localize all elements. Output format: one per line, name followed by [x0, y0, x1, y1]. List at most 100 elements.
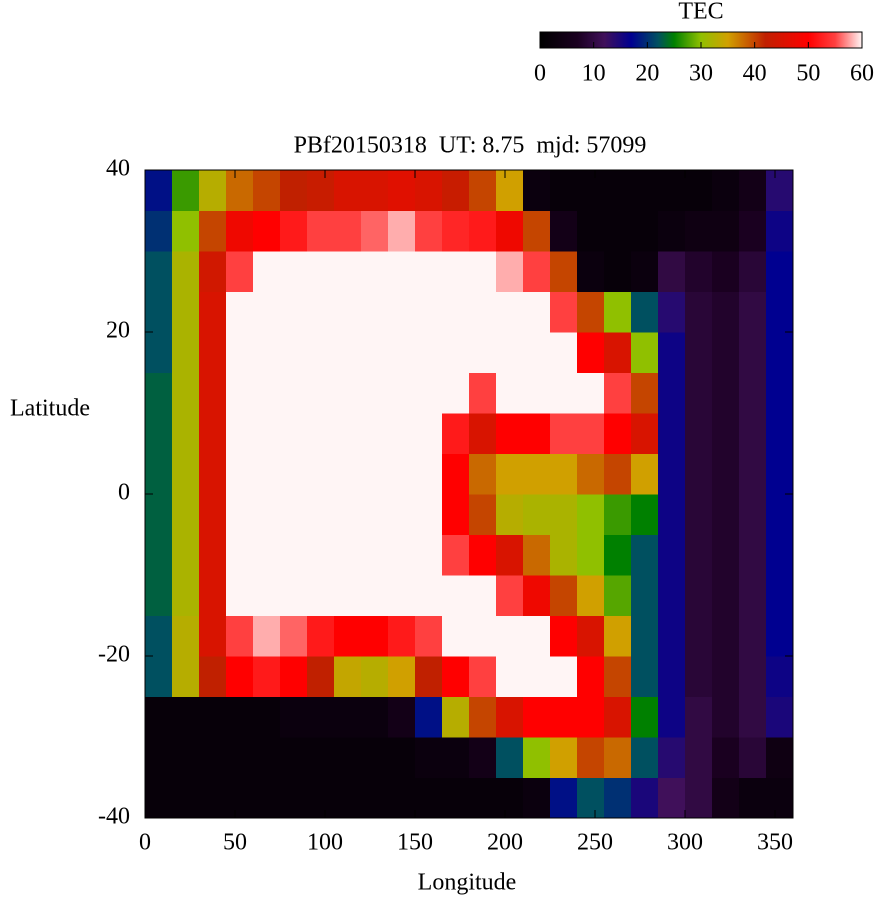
heatmap-cell [280, 413, 308, 454]
heatmap-cell [766, 696, 794, 738]
heatmap-cell [604, 696, 632, 738]
heatmap-cell [361, 696, 389, 738]
heatmap-cell [415, 453, 443, 495]
heatmap-cell [226, 413, 254, 454]
heatmap-cell [766, 291, 794, 333]
heatmap-cell [658, 210, 686, 252]
heatmap-cell [415, 615, 443, 657]
heatmap-cell [550, 251, 578, 292]
heatmap-cell [766, 494, 794, 535]
heatmap-cell [253, 737, 281, 778]
heatmap-cell [658, 696, 686, 738]
heatmap-cell [415, 534, 443, 576]
heatmap-cell [685, 777, 713, 819]
heatmap-cell [604, 251, 632, 292]
heatmap-cell [631, 210, 659, 252]
colorbar-tick-label: 30 [689, 61, 713, 87]
heatmap-cell [604, 656, 632, 697]
heatmap-cell [307, 413, 335, 454]
heatmap-cell [577, 737, 605, 778]
heatmap-cell [631, 453, 659, 495]
heatmap-cell [523, 494, 551, 535]
heatmap-cell [388, 251, 416, 292]
heatmap-cell [442, 656, 470, 697]
heatmap-cell [253, 251, 281, 292]
heatmap-cell [496, 696, 524, 738]
heatmap-cell [469, 291, 497, 333]
heatmap-cell [253, 413, 281, 454]
heatmap-cell [577, 777, 605, 819]
heatmap-cell [199, 696, 227, 738]
heatmap-cell [685, 615, 713, 657]
heatmap-cell [658, 251, 686, 292]
heatmap-cell [172, 575, 200, 616]
heatmap-cell [739, 534, 767, 576]
colorbar-tick-label: 40 [743, 61, 767, 87]
heatmap-cell [226, 453, 254, 495]
heatmap-cell [604, 534, 632, 576]
chart-title: PBf20150318 UT: 8.75 mjd: 57099 [294, 133, 647, 159]
heatmap-cell [415, 696, 443, 738]
heatmap-cell [172, 494, 200, 535]
heatmap-cell [388, 575, 416, 616]
heatmap-cell [766, 413, 794, 454]
heatmap-cell [145, 170, 173, 211]
heatmap-cell [442, 453, 470, 495]
heatmap-cell [658, 453, 686, 495]
heatmap-cell [766, 656, 794, 697]
heatmap-cell [469, 777, 497, 819]
heatmap-cell [523, 696, 551, 738]
heatmap-cell [334, 494, 362, 535]
heatmap-cell [145, 251, 173, 292]
heatmap-cell [253, 777, 281, 819]
heatmap-cell [145, 291, 173, 333]
heatmap-cell [442, 170, 470, 211]
heatmap-cell [334, 737, 362, 778]
heatmap-cell [388, 696, 416, 738]
heatmap-cell [280, 210, 308, 252]
heatmap-cell [307, 210, 335, 252]
heatmap-cell [145, 372, 173, 414]
heatmap-cell [469, 332, 497, 373]
heatmap-cell [685, 332, 713, 373]
heatmap-cell [388, 332, 416, 373]
heatmap-cell [307, 453, 335, 495]
heatmap-cell [712, 332, 740, 373]
heatmap-cell [172, 413, 200, 454]
heatmap-cell [550, 332, 578, 373]
x-tick-label: 200 [487, 830, 523, 856]
heatmap-cell [685, 656, 713, 697]
y-axis-label: Latitude [10, 396, 90, 422]
heatmap-cell [658, 737, 686, 778]
x-tick-label: 150 [397, 830, 433, 856]
heatmap-cell [307, 332, 335, 373]
heatmap-cell [604, 413, 632, 454]
heatmap-cell [442, 413, 470, 454]
colorbar-label: TEC [678, 0, 723, 25]
heatmap-cell [523, 372, 551, 414]
heatmap-cell [523, 656, 551, 697]
heatmap-cell [469, 494, 497, 535]
heatmap-cell [604, 372, 632, 414]
heatmap-cell [307, 737, 335, 778]
heatmap-cell [442, 251, 470, 292]
heatmap-cell [658, 413, 686, 454]
heatmap-cell [226, 737, 254, 778]
heatmap-cell [604, 737, 632, 778]
heatmap-cell [253, 615, 281, 657]
heatmap-cell [145, 737, 173, 778]
heatmap-cell [415, 251, 443, 292]
heatmap-cell [199, 453, 227, 495]
heatmap-cell [307, 291, 335, 333]
heatmap-cell [496, 656, 524, 697]
heatmap-cell [253, 291, 281, 333]
heatmap-cell [550, 170, 578, 211]
heatmap-cell [496, 575, 524, 616]
heatmap-cell [496, 170, 524, 211]
heatmap-cell [334, 372, 362, 414]
heatmap-cell [415, 413, 443, 454]
x-tick-label: 300 [667, 830, 703, 856]
x-tick-label: 100 [307, 830, 343, 856]
heatmap-cell [361, 575, 389, 616]
y-tick-label: -40 [98, 804, 130, 830]
